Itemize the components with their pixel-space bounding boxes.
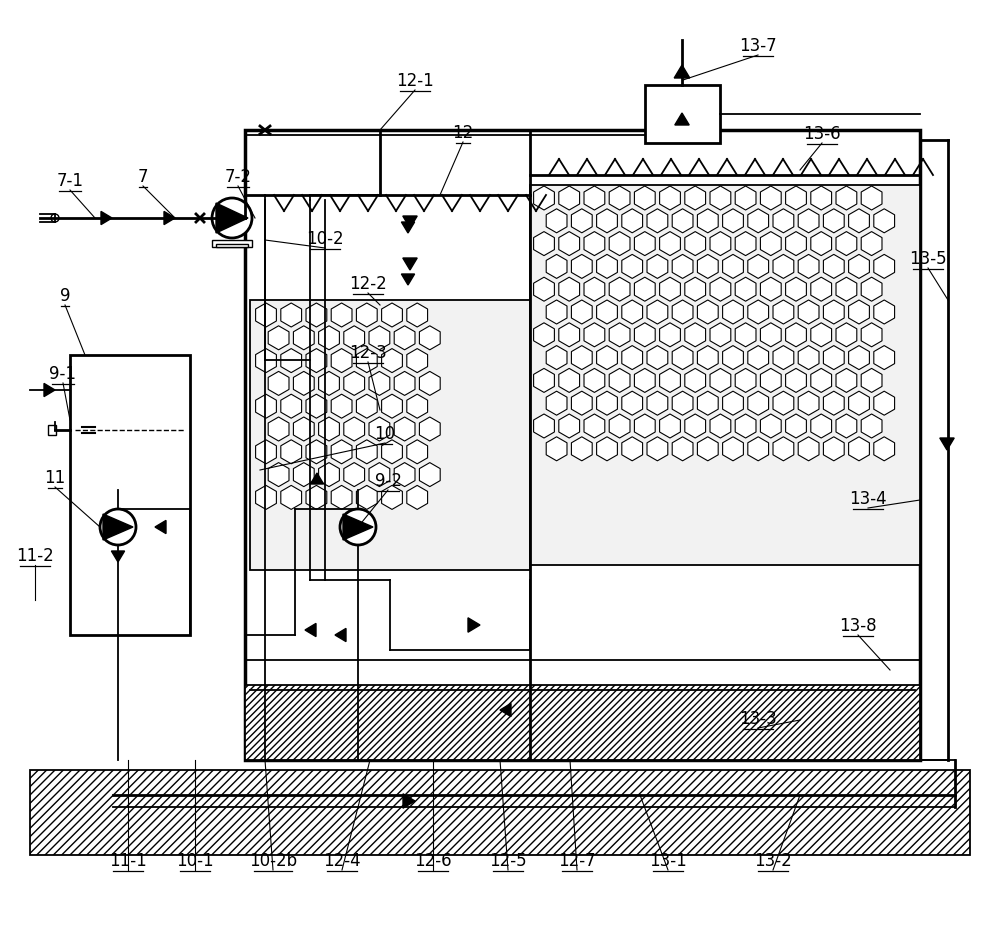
Text: 12-4: 12-4 — [323, 852, 361, 870]
Bar — [245, 685, 920, 760]
Text: 10-2: 10-2 — [306, 230, 344, 248]
Polygon shape — [155, 521, 166, 534]
Text: 7-2: 7-2 — [224, 168, 252, 186]
Bar — [645, 85, 720, 143]
Polygon shape — [335, 628, 346, 641]
Text: 13-1: 13-1 — [649, 852, 687, 870]
Text: 13-3: 13-3 — [739, 710, 777, 728]
Bar — [250, 300, 530, 570]
Text: 9-2: 9-2 — [374, 472, 402, 490]
Bar — [216, 244, 248, 247]
Bar — [212, 240, 252, 247]
Polygon shape — [403, 216, 417, 228]
Text: 12-3: 12-3 — [349, 344, 387, 362]
Polygon shape — [500, 703, 511, 716]
Text: 13-6: 13-6 — [803, 125, 841, 143]
Polygon shape — [164, 211, 175, 224]
Polygon shape — [111, 551, 125, 562]
Text: 11-1: 11-1 — [109, 852, 147, 870]
Text: 12-7: 12-7 — [558, 852, 596, 870]
Circle shape — [51, 214, 59, 222]
Polygon shape — [683, 352, 697, 364]
Polygon shape — [403, 258, 417, 270]
Polygon shape — [216, 203, 248, 233]
Text: 12-6: 12-6 — [414, 852, 452, 870]
Polygon shape — [403, 794, 415, 808]
Polygon shape — [683, 295, 697, 307]
Text: 10-2b: 10-2b — [249, 852, 297, 870]
Polygon shape — [343, 514, 373, 540]
Circle shape — [100, 509, 136, 545]
Polygon shape — [401, 274, 415, 285]
Text: 13-8: 13-8 — [839, 617, 877, 635]
Polygon shape — [103, 514, 133, 540]
Text: 7: 7 — [138, 168, 148, 186]
Polygon shape — [468, 618, 480, 632]
Bar — [530, 185, 920, 565]
Polygon shape — [305, 624, 316, 637]
Polygon shape — [674, 65, 690, 78]
Text: 12: 12 — [452, 124, 474, 142]
Text: 13-2: 13-2 — [754, 852, 792, 870]
Text: 11-2: 11-2 — [16, 547, 54, 565]
Bar — [30, 770, 970, 855]
Polygon shape — [675, 113, 689, 125]
Text: 9-1: 9-1 — [50, 365, 76, 383]
Bar — [70, 355, 190, 635]
Polygon shape — [101, 211, 112, 224]
Text: 12-5: 12-5 — [489, 852, 527, 870]
Text: 13-5: 13-5 — [909, 250, 947, 268]
Text: 12-1: 12-1 — [396, 72, 434, 90]
Text: 10-1: 10-1 — [176, 852, 214, 870]
Text: 10: 10 — [374, 425, 396, 443]
Text: 11: 11 — [44, 469, 66, 487]
Circle shape — [340, 509, 376, 545]
Text: 13-7: 13-7 — [739, 37, 777, 55]
Text: 7-1: 7-1 — [56, 172, 84, 190]
Polygon shape — [310, 473, 324, 484]
Text: 13-4: 13-4 — [849, 490, 887, 508]
Polygon shape — [44, 383, 55, 396]
Polygon shape — [401, 222, 415, 233]
Bar — [48, 425, 56, 435]
Circle shape — [212, 198, 252, 238]
Text: 12-2: 12-2 — [349, 275, 387, 293]
Text: 9: 9 — [60, 287, 70, 305]
Polygon shape — [940, 438, 954, 450]
